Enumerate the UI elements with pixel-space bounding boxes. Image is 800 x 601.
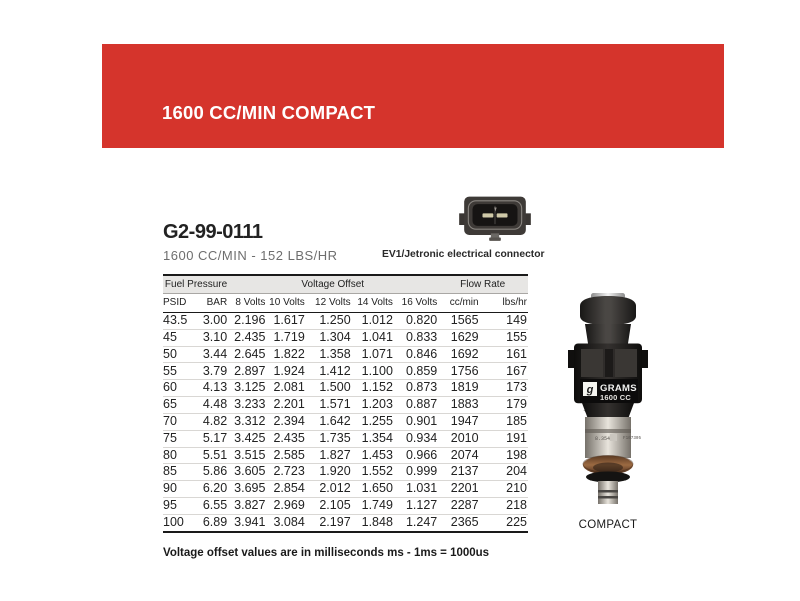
svg-text:F107305: F107305 xyxy=(623,436,641,441)
svg-text:g: g xyxy=(586,384,594,396)
svg-text:1600 CC: 1600 CC xyxy=(600,393,631,402)
